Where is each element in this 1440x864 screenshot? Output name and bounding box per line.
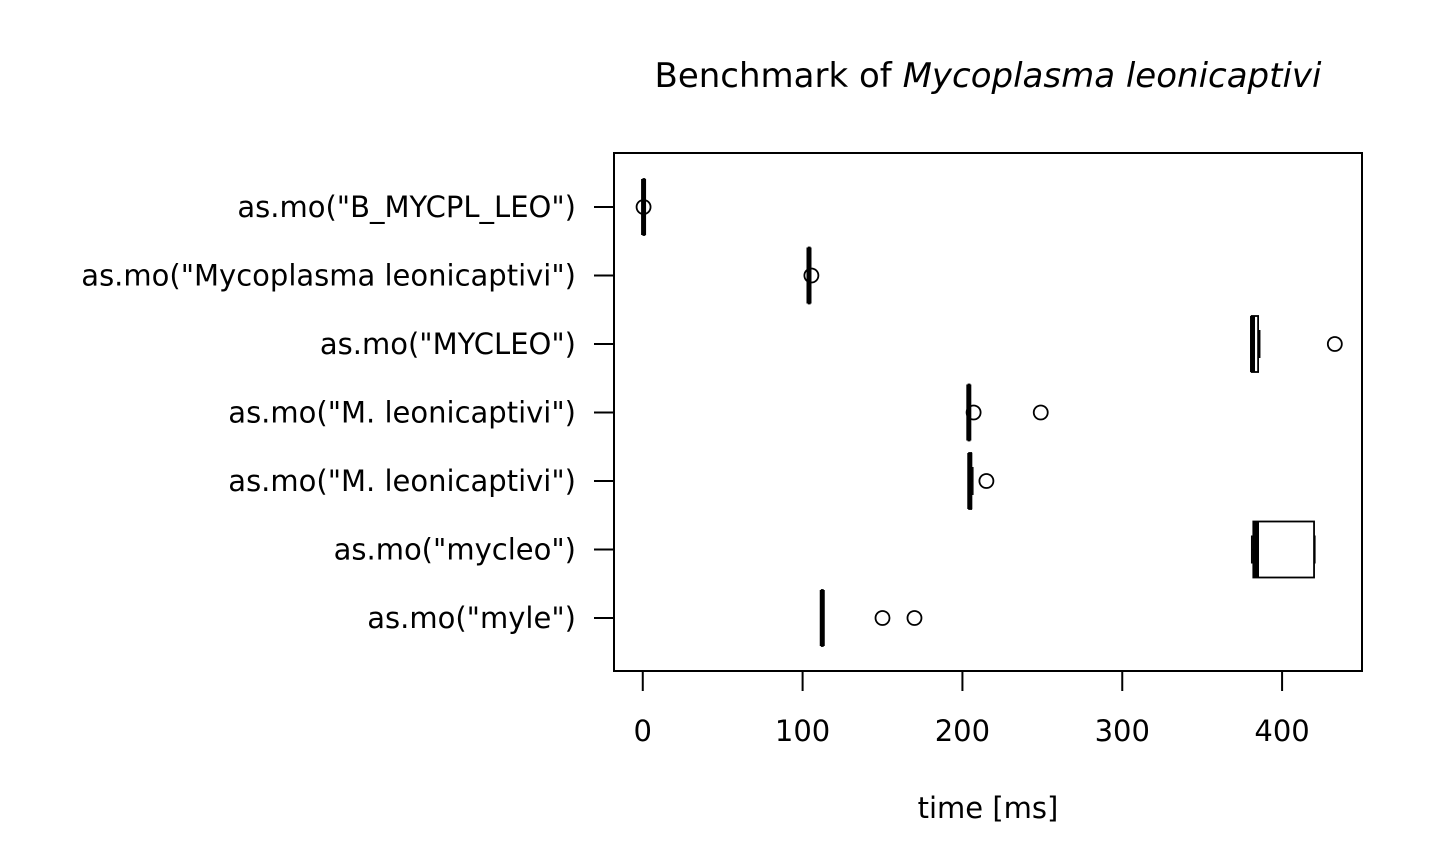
outlier-point bbox=[965, 404, 982, 421]
x-tick-label: 300 bbox=[1095, 714, 1150, 748]
x-tick-label: 100 bbox=[775, 714, 830, 748]
y-tick-label: as.mo("Mycoplasma leonicaptivi") bbox=[81, 259, 576, 293]
y-tick-label: as.mo("B_MYCPL_LEO") bbox=[237, 190, 576, 224]
chart-title-prefix: Benchmark of bbox=[655, 56, 903, 96]
y-tick-label: as.mo("myle") bbox=[367, 601, 576, 635]
outlier-point bbox=[803, 267, 820, 284]
boxplot bbox=[967, 452, 995, 510]
boxplot bbox=[1250, 315, 1343, 373]
outlier-point bbox=[635, 199, 652, 215]
boxplot bbox=[1250, 520, 1316, 579]
x-tick-label: 0 bbox=[634, 714, 652, 748]
y-tick-label: as.mo("M. leonicaptivi") bbox=[228, 396, 576, 430]
y-tick-label: as.mo("mycleo") bbox=[334, 533, 576, 567]
x-tick-label: 400 bbox=[1254, 714, 1309, 748]
x-axis: 0 100 200 300 400 bbox=[634, 670, 1310, 748]
boxplot bbox=[635, 178, 652, 236]
boxplot bbox=[803, 246, 820, 305]
boxplot bbox=[965, 383, 1049, 442]
y-tick-label: as.mo("M. leonicaptivi") bbox=[228, 464, 576, 498]
box bbox=[1252, 520, 1315, 579]
outlier-point bbox=[978, 473, 995, 489]
y-tick-label: as.mo("MYCLEO") bbox=[320, 327, 576, 361]
outlier-point bbox=[906, 610, 923, 626]
chart-title: Benchmark of Mycoplasma leonicaptivi bbox=[655, 56, 1323, 96]
plot-frame bbox=[613, 152, 1363, 672]
outlier-point bbox=[1032, 404, 1049, 421]
outlier-point bbox=[1326, 336, 1343, 352]
y-axis: as.mo("B_MYCPL_LEO") as.mo("Mycoplasma le… bbox=[81, 190, 614, 635]
chart-title-italic: Mycoplasma leonicaptivi bbox=[903, 56, 1322, 96]
boxplot bbox=[819, 589, 923, 647]
x-axis-label: time [ms] bbox=[918, 791, 1059, 825]
boxplots bbox=[635, 178, 1343, 647]
outlier-point bbox=[874, 610, 891, 626]
x-tick-label: 200 bbox=[935, 714, 990, 748]
